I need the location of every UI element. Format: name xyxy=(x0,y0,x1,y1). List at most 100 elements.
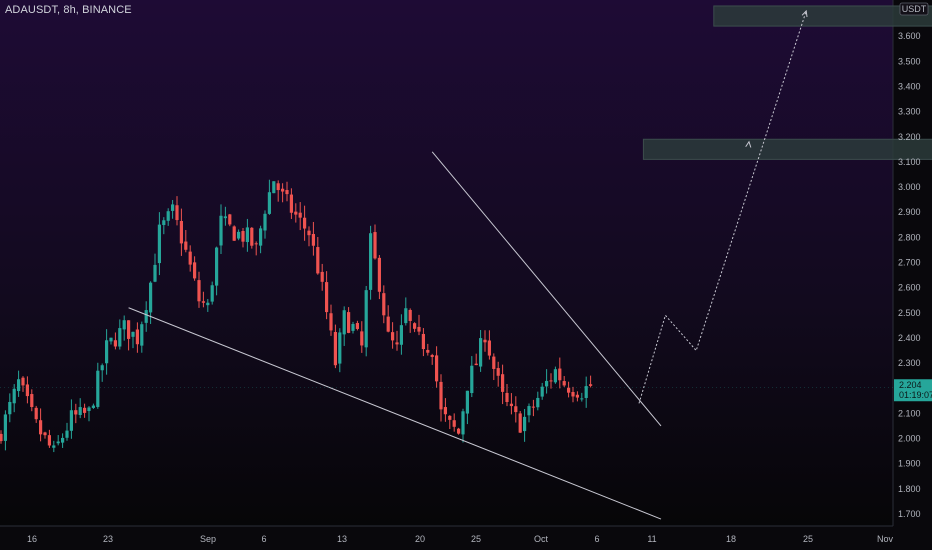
candle-body xyxy=(12,388,16,404)
projection-path[interactable] xyxy=(638,10,807,404)
candle-body xyxy=(430,354,434,357)
candle-body xyxy=(105,340,109,364)
candle-body xyxy=(87,407,91,412)
candle-body xyxy=(179,220,183,244)
target-zone xyxy=(713,5,932,27)
candle-body xyxy=(316,247,320,274)
candle-body xyxy=(91,405,95,408)
candle-body xyxy=(320,271,324,282)
last-price-tag[interactable] xyxy=(894,379,932,402)
candle-body xyxy=(135,329,139,345)
y-tick-label: 2.900 xyxy=(898,207,921,217)
candle-body xyxy=(56,441,60,444)
candle-body xyxy=(452,420,456,427)
candle-body xyxy=(408,309,412,321)
projection-mid-arrowhead xyxy=(745,140,752,148)
candle-body xyxy=(417,326,421,332)
target-zone xyxy=(642,138,932,160)
candle-body xyxy=(175,205,179,221)
candle-body xyxy=(166,211,170,221)
candle-body xyxy=(294,211,298,215)
candle-body xyxy=(369,233,373,290)
x-tick-label: Sep xyxy=(200,534,216,544)
currency-badge[interactable] xyxy=(899,2,929,16)
candle-body xyxy=(509,403,513,407)
candle-body xyxy=(245,227,249,243)
candle-body xyxy=(39,420,43,435)
bar-countdown: 01:19:07 xyxy=(899,390,932,400)
candle-body xyxy=(536,397,540,408)
candle-body xyxy=(399,325,403,345)
y-tick-label: 3.100 xyxy=(898,157,921,167)
candle-body xyxy=(382,293,386,316)
candle-body xyxy=(435,355,439,382)
last-price-value: 2.204 xyxy=(899,380,922,390)
candle-body xyxy=(232,226,236,241)
candle-body xyxy=(237,231,241,239)
candle-body xyxy=(96,370,100,407)
candle-body xyxy=(153,264,157,282)
candle-body xyxy=(184,241,188,250)
y-tick-label: 2.700 xyxy=(898,258,921,268)
candle-body xyxy=(254,243,258,245)
candle-body xyxy=(206,302,210,306)
x-tick-label: 25 xyxy=(471,534,481,544)
candle-body xyxy=(461,411,465,435)
candle-body xyxy=(545,380,549,387)
candle-body xyxy=(540,386,544,397)
candle-body xyxy=(171,204,175,211)
candle-body xyxy=(149,282,153,313)
x-tick-label: 18 xyxy=(726,534,736,544)
candle-body xyxy=(52,445,56,448)
candle-body xyxy=(100,365,104,371)
candle-body xyxy=(492,356,496,369)
wedge-upper-trendline[interactable] xyxy=(431,151,662,427)
candle-body xyxy=(325,282,329,313)
x-tick-label: 20 xyxy=(415,534,425,544)
candle-body xyxy=(30,394,34,407)
wedge-lower-trendline[interactable] xyxy=(128,307,662,520)
candle-body xyxy=(215,247,219,286)
y-tick-label: 3.400 xyxy=(898,81,921,91)
candle-body xyxy=(223,216,227,219)
x-tick-label: Nov xyxy=(877,534,894,544)
candle-body xyxy=(118,328,122,347)
y-tick-label: 3.200 xyxy=(898,132,921,142)
candle-body xyxy=(263,213,267,231)
candle-body xyxy=(549,380,553,382)
candle-body xyxy=(364,290,368,348)
candle-body xyxy=(553,369,557,383)
candle-body xyxy=(47,435,51,446)
y-tick-label: 3.300 xyxy=(898,107,921,117)
candle-body xyxy=(483,339,487,343)
candle-body xyxy=(281,188,285,192)
price-axis-panel xyxy=(893,0,932,550)
candle-body xyxy=(514,406,518,413)
y-tick-label: 2.300 xyxy=(898,358,921,368)
candle-body xyxy=(303,217,307,229)
candle-body xyxy=(144,310,148,323)
candle-body xyxy=(307,230,311,236)
candle-body xyxy=(580,398,584,400)
x-tick-label: 25 xyxy=(803,534,813,544)
candle-body xyxy=(197,280,201,302)
candle-body xyxy=(259,228,263,246)
candle-body xyxy=(589,384,593,386)
candle-body xyxy=(523,416,527,432)
candle-body xyxy=(131,331,135,337)
candle-body xyxy=(465,390,469,414)
candle-body xyxy=(474,363,478,366)
candle-body xyxy=(404,308,408,324)
candle-body xyxy=(351,324,355,331)
candle-body xyxy=(558,368,562,381)
candle-body xyxy=(487,340,491,356)
y-tick-label: 2.400 xyxy=(898,333,921,343)
y-tick-label: 3.000 xyxy=(898,182,921,192)
candle-body xyxy=(193,262,197,279)
candle-body xyxy=(505,392,509,403)
x-tick-label: 23 xyxy=(103,534,113,544)
candle-body xyxy=(69,410,73,431)
candle-body xyxy=(479,338,483,367)
